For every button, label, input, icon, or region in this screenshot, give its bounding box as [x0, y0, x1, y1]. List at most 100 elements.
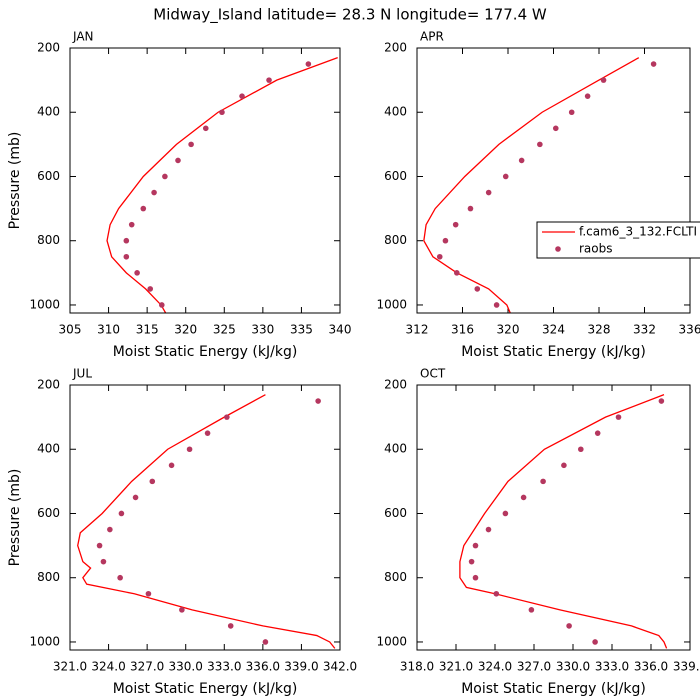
raobs-point: [100, 558, 107, 565]
raobs-point: [151, 189, 157, 196]
x-tick-label: 324.0: [478, 660, 512, 674]
raobs-point: [442, 237, 449, 244]
model-line: [106, 57, 338, 314]
y-tick-label: 600: [37, 506, 60, 520]
x-tick-label: 339.0: [284, 660, 318, 674]
raobs-point: [493, 302, 500, 308]
raobs-point: [159, 302, 165, 308]
raobs-point: [123, 237, 130, 244]
raobs-point: [578, 446, 584, 453]
raobs-point: [239, 93, 245, 99]
raobs-point: [474, 286, 481, 292]
raobs-point: [149, 478, 156, 485]
raobs-point: [493, 590, 500, 597]
raobs-point: [561, 462, 567, 469]
y-tick-label: 800: [384, 233, 407, 247]
model-line: [459, 394, 668, 649]
raobs-point: [175, 157, 181, 164]
raobs-point: [658, 398, 665, 404]
x-tick-label: 332: [633, 323, 656, 337]
legend-label: raobs: [579, 242, 613, 256]
raobs-point: [134, 270, 140, 276]
y-tick-label: 600: [384, 506, 407, 520]
y-tick-label: 600: [37, 169, 60, 183]
y-tick-label: 1000: [29, 297, 60, 311]
raobs-point: [452, 221, 459, 228]
raobs-point: [118, 510, 125, 517]
raobs-point: [594, 430, 601, 436]
x-axis-title: Moist Static Energy (kJ/kg): [461, 344, 646, 360]
raobs-point: [485, 526, 492, 533]
raobs-point: [467, 205, 474, 212]
x-tick-label: 340: [329, 323, 352, 337]
raobs-point: [540, 478, 546, 485]
raobs-point: [502, 510, 509, 517]
raobs-point: [502, 173, 509, 180]
y-axis-title: Pressure (mb): [7, 132, 23, 230]
x-tick-label: 321.0: [53, 660, 87, 674]
raobs-point: [552, 125, 559, 132]
y-tick-label: 200: [384, 41, 407, 55]
y-tick-label: 200: [37, 378, 60, 392]
x-tick-label: 324: [542, 323, 565, 337]
x-tick-label: 325: [213, 323, 236, 337]
raobs-point: [650, 61, 657, 67]
y-tick-label: 400: [37, 442, 60, 456]
plot-frame: [416, 384, 691, 651]
raobs-point: [179, 607, 185, 613]
x-tick-label: 320: [174, 323, 197, 337]
raobs-point: [123, 253, 130, 260]
y-tick-label: 200: [37, 41, 60, 55]
y-tick-label: 400: [384, 105, 407, 119]
raobs-point: [454, 270, 460, 276]
raobs-point: [219, 109, 225, 116]
raobs-point: [186, 446, 193, 453]
y-tick-label: 1000: [376, 297, 407, 311]
raobs-point: [266, 77, 272, 83]
x-axis-title: Moist Static Energy (kJ/kg): [113, 681, 298, 697]
raobs-point: [468, 558, 475, 565]
x-tick-label: 342.0: [323, 660, 357, 674]
raobs-point: [128, 221, 135, 228]
x-tick-label: 327.0: [517, 660, 551, 674]
raobs-point: [147, 286, 154, 292]
plot-frame: [416, 47, 691, 314]
raobs-point: [140, 205, 147, 212]
y-tick-label: 200: [384, 378, 407, 392]
x-tick-label: 333.0: [207, 660, 241, 674]
x-axis-title: Moist Static Energy (kJ/kg): [113, 344, 298, 360]
x-tick-label: 333.0: [595, 660, 629, 674]
y-axis-title: Pressure (mb): [7, 469, 23, 567]
raobs-point: [202, 125, 209, 132]
figure-title: Midway_Island latitude= 28.3 N longitude…: [153, 6, 547, 25]
x-tick-label: 336.0: [634, 660, 668, 674]
raobs-point: [472, 542, 479, 549]
raobs-point: [107, 526, 113, 533]
y-tick-label: 1000: [376, 634, 407, 648]
y-tick-label: 400: [384, 442, 407, 456]
x-tick-label: 336.0: [246, 660, 280, 674]
raobs-point: [315, 398, 321, 404]
model-line: [77, 394, 336, 649]
raobs-point: [262, 639, 269, 645]
panel-title: JAN: [72, 30, 94, 44]
x-tick-label: 318.0: [400, 660, 434, 674]
x-tick-label: 321.0: [439, 660, 473, 674]
x-tick-label: 305: [59, 323, 82, 337]
panel-title: OCT: [420, 367, 446, 381]
y-tick-label: 400: [37, 105, 60, 119]
legend-label: f.cam6_3_132.FCLTI: [579, 225, 697, 239]
raobs-point: [227, 623, 234, 629]
model-line: [423, 57, 640, 314]
panel-title: JUL: [72, 367, 92, 381]
raobs-point: [96, 542, 103, 549]
raobs-point: [485, 189, 492, 196]
x-tick-label: 330: [251, 323, 274, 337]
raobs-point: [566, 623, 572, 629]
panel-title: APR: [420, 30, 444, 44]
x-tick-label: 336: [679, 323, 700, 337]
raobs-point: [162, 173, 168, 180]
raobs-point: [472, 574, 479, 581]
